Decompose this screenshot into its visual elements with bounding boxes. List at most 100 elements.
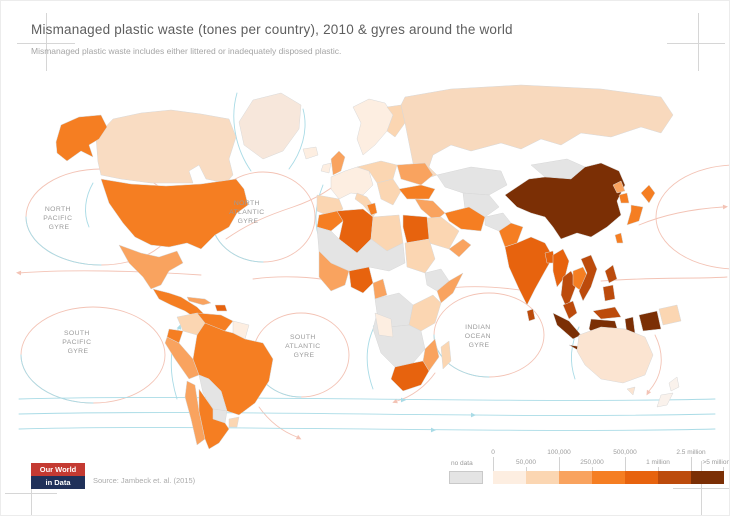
legend-swatch-5 bbox=[625, 471, 658, 484]
arrow-icon bbox=[430, 427, 436, 433]
country-somalia[interactable] bbox=[436, 272, 464, 304]
country-png[interactable] bbox=[658, 304, 682, 326]
country-morocco[interactable] bbox=[316, 210, 344, 232]
country-east-africa[interactable] bbox=[408, 294, 442, 332]
source-note: Source: Jambeck et. al. (2015) bbox=[93, 476, 196, 485]
country-ireland[interactable] bbox=[320, 162, 332, 174]
current-east-greenland bbox=[288, 108, 306, 170]
arrow-icon bbox=[470, 412, 476, 418]
country-greenland[interactable] bbox=[238, 92, 302, 160]
legend-tickline bbox=[658, 467, 659, 471]
country-iceland[interactable] bbox=[302, 146, 319, 160]
current-equatorial-pacific-west bbox=[600, 276, 728, 282]
current-circumpolar-1 bbox=[18, 397, 716, 401]
crop-mark-top-left-v bbox=[46, 13, 47, 71]
country-hispaniola[interactable] bbox=[214, 304, 228, 312]
gyre-label-indian-ocean: INDIAN OCEAN GYRE bbox=[465, 324, 493, 349]
country-pakistan[interactable] bbox=[498, 222, 524, 248]
country-nigeria[interactable] bbox=[348, 266, 374, 294]
country-cameroon[interactable] bbox=[372, 278, 388, 300]
arrow-icon bbox=[400, 397, 406, 403]
legend-tickline bbox=[493, 457, 494, 471]
country-china[interactable] bbox=[504, 162, 626, 240]
current-gyre-west-np bbox=[25, 216, 102, 266]
country-india[interactable] bbox=[504, 236, 554, 306]
country-australia[interactable] bbox=[576, 326, 654, 396]
country-south-africa[interactable] bbox=[390, 360, 430, 392]
country-angola[interactable] bbox=[374, 312, 394, 338]
country-uk[interactable] bbox=[330, 150, 346, 176]
country-mozambique[interactable] bbox=[422, 338, 440, 372]
legend-tick: 1 million bbox=[646, 459, 670, 466]
legend-no-data-swatch bbox=[449, 471, 483, 484]
country-canada[interactable] bbox=[95, 109, 237, 184]
country-kazakhstan[interactable] bbox=[436, 166, 508, 196]
country-brazil[interactable] bbox=[192, 322, 274, 416]
country-madagascar[interactable] bbox=[440, 340, 452, 370]
current-brazil bbox=[258, 406, 298, 438]
current-south-pacific-gyre bbox=[20, 306, 166, 404]
country-yemen-oman[interactable] bbox=[448, 238, 472, 258]
legend-no-data-label: no data bbox=[451, 460, 473, 467]
country-west-europe[interactable] bbox=[330, 166, 374, 200]
country-vietnam[interactable] bbox=[578, 254, 598, 302]
legend-tickline bbox=[625, 457, 626, 471]
country-philippines[interactable] bbox=[602, 264, 618, 302]
legend-swatch-2 bbox=[526, 471, 559, 484]
legend-tick: 250,000 bbox=[580, 459, 604, 466]
country-west-africa[interactable] bbox=[318, 250, 350, 292]
arrow-icon bbox=[16, 270, 22, 276]
country-egypt[interactable] bbox=[402, 214, 430, 244]
country-turkey[interactable] bbox=[398, 184, 436, 200]
gyre-label-north-pacific: NORTH PACIFIC GYRE bbox=[43, 206, 74, 231]
owid-logo-bottom: in Data bbox=[31, 476, 85, 489]
crop-mark-top-left-h bbox=[17, 43, 75, 44]
crop-mark-bottom-right-h bbox=[673, 488, 729, 489]
gyre-label-north-atlantic: NORTH ATLANTIC GYRE bbox=[229, 200, 267, 225]
current-kuroshio bbox=[638, 206, 724, 226]
country-sri-lanka[interactable] bbox=[526, 308, 536, 322]
arrow-icon bbox=[176, 324, 182, 330]
legend-tickline bbox=[559, 457, 560, 471]
legend-swatch-6 bbox=[658, 471, 691, 484]
country-chile[interactable] bbox=[184, 380, 206, 446]
current-benguela bbox=[366, 324, 376, 390]
legend-no-data: no data bbox=[449, 449, 483, 484]
crop-mark-bottom-left-h bbox=[5, 493, 57, 494]
country-north-korea[interactable] bbox=[612, 180, 626, 194]
country-uruguay[interactable] bbox=[228, 416, 240, 428]
owid-logo[interactable]: Our World in Data bbox=[31, 463, 85, 489]
country-iran[interactable] bbox=[444, 206, 486, 232]
country-balkans[interactable] bbox=[376, 178, 402, 206]
country-finland[interactable] bbox=[386, 104, 406, 138]
cold-currents bbox=[18, 92, 716, 431]
current-agulhas bbox=[396, 372, 436, 402]
country-scandinavia[interactable] bbox=[352, 98, 394, 156]
country-peru[interactable] bbox=[164, 336, 200, 380]
country-ukraine[interactable] bbox=[396, 162, 434, 186]
country-usa[interactable] bbox=[55, 114, 249, 250]
country-new-zealand[interactable] bbox=[656, 376, 680, 408]
arrow-icon bbox=[722, 204, 728, 210]
country-south-korea[interactable] bbox=[618, 192, 630, 204]
page-subtitle: Mismanaged plastic waste includes either… bbox=[31, 46, 342, 56]
legend-ticks: 0 50,000 100,000 250,000 500,000 1 milli… bbox=[491, 449, 729, 471]
crop-mark-top-right-h bbox=[667, 43, 725, 44]
owid-logo-top: Our World bbox=[31, 463, 85, 476]
country-argentina[interactable] bbox=[198, 388, 230, 450]
country-japan[interactable] bbox=[626, 184, 656, 226]
country-cuba[interactable] bbox=[186, 296, 212, 306]
legend-swatch-7 bbox=[691, 471, 724, 484]
map-legend: no data 0 50,000 100,000 250,000 500,000… bbox=[449, 449, 729, 484]
country-mexico[interactable] bbox=[118, 244, 184, 290]
country-tunisia[interactable] bbox=[366, 202, 378, 216]
current-labrador bbox=[233, 92, 252, 172]
gyre-label-south-atlantic: SOUTH ATLANTIC GYRE bbox=[285, 334, 323, 359]
gyre-label-south-pacific: SOUTH PACIFIC GYRE bbox=[62, 330, 93, 355]
arrow-icon bbox=[295, 434, 302, 440]
country-sudan[interactable] bbox=[404, 238, 436, 274]
page-title: Mismanaged plastic waste (tones per coun… bbox=[31, 22, 513, 37]
country-taiwan[interactable] bbox=[614, 232, 624, 244]
world-map: NORTH PACIFIC GYRE NORTH ATLANTIC GYRE S… bbox=[16, 84, 729, 450]
country-malaysia[interactable] bbox=[562, 300, 622, 320]
